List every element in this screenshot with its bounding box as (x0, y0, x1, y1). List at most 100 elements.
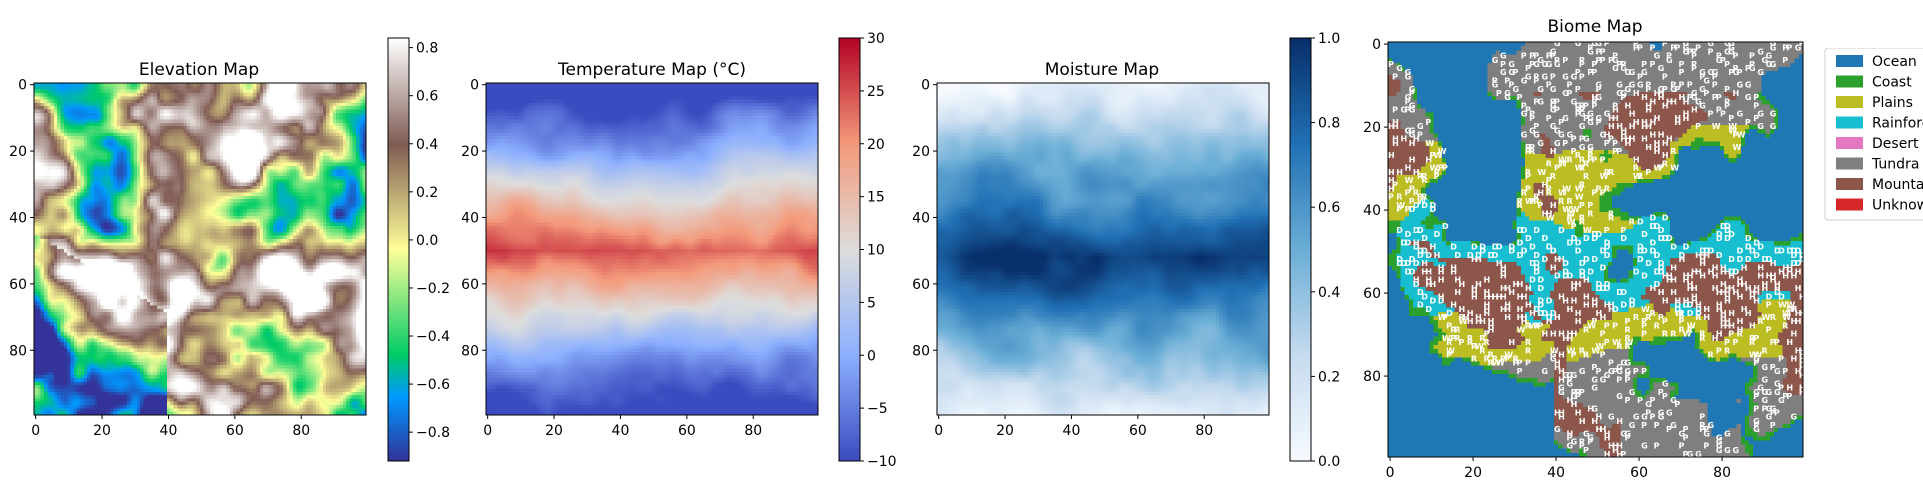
biome-cell-letter: P (1724, 338, 1730, 347)
biome-cell-letter: G (1645, 400, 1652, 409)
biome-cell-letter: G (1591, 384, 1598, 393)
biome-cell-letter: P (1405, 97, 1411, 106)
biome-cell-letter: G (1504, 93, 1511, 102)
biome-cell-letter: D (1421, 234, 1428, 243)
biome-cell-letter: G (1670, 396, 1677, 405)
biome-cell-letter: G (1546, 60, 1553, 69)
biome-cell-letter: G (1537, 56, 1544, 65)
biome-cell-letter: G (1571, 371, 1578, 380)
biome-cell-letter: R (1749, 334, 1755, 343)
biome-cell-letter: G (1562, 371, 1569, 380)
biome-cell-letter: H (1438, 263, 1445, 272)
biome-cell-letter: D (1396, 226, 1403, 235)
biome-cell-letter: P (1633, 43, 1639, 52)
y-tick-label: 20 (912, 144, 930, 160)
biome-cell-letter: W (1446, 346, 1455, 355)
biome-cell-letter: D (1421, 292, 1428, 301)
biome-cell-letter: G (1762, 388, 1769, 397)
biome-cell-letter: H (1388, 184, 1395, 193)
biome-cell-letter: D (1649, 238, 1656, 247)
biome-cell-letter: H (1608, 114, 1615, 123)
biome-cell-letter: H (1799, 346, 1806, 355)
biome-cell-letter: P (1724, 101, 1730, 110)
biome-cell-letter: G (1554, 139, 1561, 148)
biome-cell-letter: R (1625, 334, 1631, 343)
biome-cell-letter: W (1687, 321, 1696, 330)
biome-cell-letter: H (1753, 296, 1760, 305)
biome-cell-letter: H (1405, 164, 1412, 173)
biome-cell-letter: H (1670, 263, 1677, 272)
biome-cell-letter: G (1625, 429, 1632, 438)
biome-cell-letter: P (1649, 60, 1655, 69)
biome-cell-letter: G (1616, 363, 1623, 372)
biome-cell-letter: R (1533, 197, 1539, 206)
temperature-y-ticks: 0 20 40 60 80 (461, 78, 486, 359)
biome-cell-letter: P (1753, 392, 1759, 401)
biome-cell-letter: H (1724, 321, 1731, 330)
biome-cell-letter: R (1649, 309, 1655, 318)
biome-cell-letter: G (1575, 39, 1582, 48)
biome-cell-letter: R (1421, 193, 1427, 202)
biome-cell-letter: R (1421, 172, 1427, 181)
biome-cell-letter: D (1658, 263, 1665, 272)
biome-cell-letter: R (1454, 326, 1460, 335)
biome-cell-letter: R (1421, 176, 1427, 185)
biome-cell-letter: G (1405, 126, 1412, 135)
biome-cell-letter: W (1425, 139, 1434, 148)
biome-cell-letter: W (1517, 326, 1526, 335)
colorbar-tick-label: −0.2 (416, 281, 450, 297)
biome-cell-letter: R (1737, 330, 1743, 339)
biome-cell-letter: P (1446, 321, 1452, 330)
biome-cell-letter: H (1654, 114, 1661, 123)
x-tick-label: 20 (1464, 465, 1482, 481)
biome-cell-letter: P (1770, 363, 1776, 372)
biome-cell-letter: H (1608, 301, 1615, 310)
biome-cell-letter: P (1724, 60, 1730, 69)
biome-cell-letter: D (1571, 234, 1578, 243)
biome-cell-letter: G (1670, 85, 1677, 94)
biome-cell-letter: P (1529, 114, 1535, 123)
biome-cell-letter: H (1388, 151, 1395, 160)
biome-cell-letter: D (1537, 301, 1544, 310)
biome-cell-letter: W (1558, 160, 1567, 169)
biome-cell-letter: P (1550, 52, 1556, 61)
biome-cell-letter: P (1554, 106, 1560, 115)
biome-cell-letter: D (1529, 276, 1536, 285)
biome-cell-letter: P (1579, 60, 1585, 69)
biome-cell-letter: W (1459, 317, 1468, 326)
biome-cell-letter: P (1683, 433, 1689, 442)
biome-cell-letter: H (1571, 296, 1578, 305)
biome-cell-letter: G (1409, 130, 1416, 139)
biome-cell-letter: W (1438, 313, 1447, 322)
biome-cell-letter: D (1409, 205, 1416, 214)
biome-cell-letter: P (1766, 301, 1772, 310)
biome-cell-letter: R (1662, 330, 1668, 339)
biome-cell-letter: D (1737, 247, 1744, 256)
biome-cell-letter: P (1529, 197, 1535, 206)
biome-cell-letter: R (1533, 193, 1539, 202)
biome-cell-letter: H (1679, 255, 1686, 264)
biome-cell-letter: G (1591, 404, 1598, 413)
biome-cell-letter: H (1724, 292, 1731, 301)
biome-cell-letter: P (1533, 97, 1539, 106)
biome-cell-letter: P (1625, 317, 1631, 326)
biome-cell-letter: H (1459, 280, 1466, 289)
biome-cell-letter: H (1670, 97, 1677, 106)
biome-cell-letter: D (1562, 259, 1569, 268)
biome-cell-letter: H (1571, 280, 1578, 289)
biome-cell-letter: P (1596, 184, 1602, 193)
biome-cell-letter: H (1438, 267, 1445, 276)
temperature-colorbar (839, 38, 860, 461)
biome-cell-letter: H (1687, 272, 1694, 281)
biome-cell-letter: H (1463, 313, 1470, 322)
legend-label: Ocean (1872, 54, 1917, 70)
biome-cell-letter: G (1762, 363, 1769, 372)
biome-cell-letter: G (1641, 442, 1648, 451)
biome-cell-letter: R (1625, 342, 1631, 351)
biome-cell-letter: G (1629, 81, 1636, 90)
biome-cell-letter: G (1795, 43, 1802, 52)
biome-cell-letter: G (1716, 56, 1723, 65)
biome-cell-letter: H (1583, 276, 1590, 285)
biome-cell-letter: R (1583, 172, 1589, 181)
biome-cell-letter: H (1720, 309, 1727, 318)
